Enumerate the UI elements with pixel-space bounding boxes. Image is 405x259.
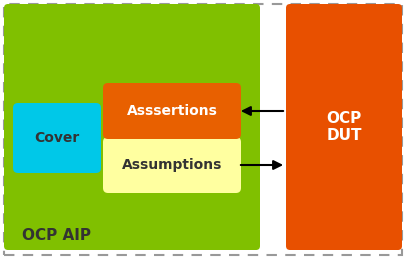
FancyBboxPatch shape	[103, 137, 241, 193]
Text: Assumptions: Assumptions	[122, 158, 222, 172]
Text: Cover: Cover	[34, 131, 79, 145]
Text: OCP
DUT: OCP DUT	[326, 111, 361, 143]
Text: Asssertions: Asssertions	[126, 104, 217, 118]
FancyBboxPatch shape	[4, 4, 259, 250]
Text: OCP AIP: OCP AIP	[22, 228, 91, 243]
FancyBboxPatch shape	[285, 4, 401, 250]
FancyBboxPatch shape	[13, 103, 101, 173]
FancyBboxPatch shape	[103, 83, 241, 139]
